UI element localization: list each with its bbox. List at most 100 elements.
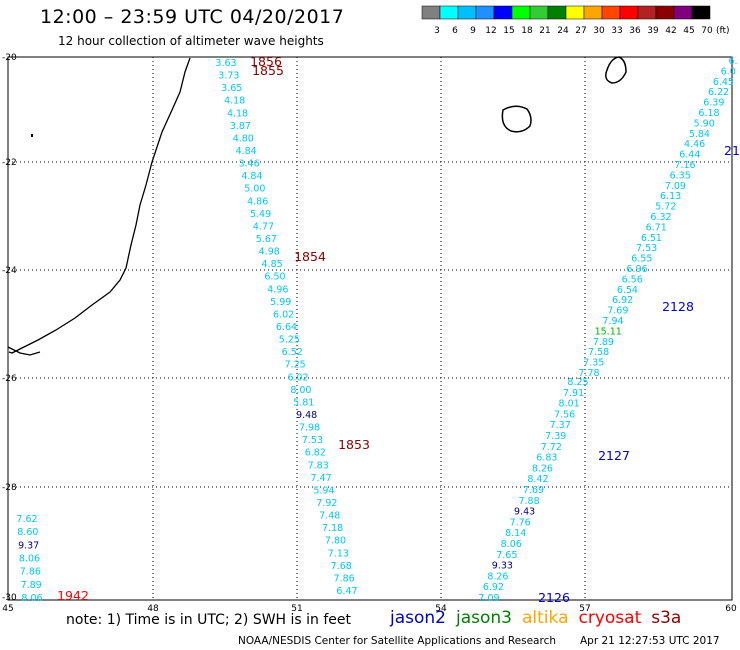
lat-label: -22: [2, 158, 17, 168]
track-2127-value: 7.56: [554, 409, 575, 420]
track-2127-value: 8.25: [567, 377, 588, 388]
track-1855-value: 4.85: [262, 259, 283, 270]
track-1942-value: 7.89: [21, 580, 42, 591]
track-id-label: 21: [724, 143, 740, 158]
track-2128-value: 5.72: [655, 202, 676, 213]
legend-label: 30: [593, 26, 605, 36]
track-2127-value: 8.26: [487, 571, 508, 582]
track-2128-value: 6.96: [626, 264, 647, 275]
track-1855-value: 4.80: [233, 133, 254, 144]
track-1855-value: 7.25: [285, 360, 306, 371]
track-2128-value: 6.39: [703, 98, 724, 109]
track-1855-value: 8.00: [290, 385, 311, 396]
track-1855-value: 5.25: [279, 335, 300, 346]
track-id-label: 1855: [252, 63, 284, 78]
track-2127-value: 9.43: [514, 507, 535, 518]
track-2128-value: 6.18: [698, 108, 719, 119]
track-1855-value: 4.18: [227, 108, 248, 119]
track-2128-value: 7.53: [636, 243, 657, 254]
track-1855-value: 5.49: [250, 209, 271, 220]
track-id-label: 1942: [57, 588, 89, 603]
legend-label: 18: [521, 26, 533, 36]
track-2127-value: 7.69: [523, 485, 544, 496]
track-1855-value: 4.77: [253, 221, 274, 232]
track-1855-value: 4.18: [224, 96, 245, 107]
lat-label: -20: [2, 53, 17, 63]
legend-label: 21: [539, 26, 550, 36]
track-2128-value: 7.16: [674, 160, 695, 171]
track-1855-value: 4.84: [236, 146, 257, 157]
legend-label: 45: [683, 26, 694, 36]
track-1942-value: 8.06: [19, 554, 40, 565]
legend-label: 24: [557, 26, 569, 36]
track-2128-value: 6.45: [713, 77, 734, 88]
track-2128-value: 6.0: [721, 66, 736, 77]
track-1855-value: 4.86: [247, 196, 268, 207]
track-2128-value: 7.58: [588, 347, 609, 358]
timestamp-text: Apr 21 12:27:53 UTC 2017: [580, 635, 720, 647]
track-1855-value: 4.96: [267, 284, 288, 295]
satellite-legend: jason2 jason3 altika cryosat s3a: [390, 608, 691, 628]
reunion-island: [501, 105, 532, 133]
track-id-label: 2126: [538, 590, 570, 605]
track-1942-value: 8.60: [17, 527, 38, 538]
legend-swatch: [691, 5, 711, 20]
legend-label: 70: [701, 26, 713, 36]
track-1855-value: 6.02: [287, 372, 308, 383]
satellite-s3a: s3a: [651, 608, 682, 628]
mauritius-island: [605, 56, 627, 84]
madagascar-coast-south: [7, 346, 41, 356]
track-2128-value: 4.46: [684, 139, 705, 150]
track-2127-value: 6.92: [483, 582, 504, 593]
track-1855-value: 6.64: [276, 322, 297, 333]
track-1855-value: 7.53: [302, 435, 323, 446]
track-1855-value: 3.63: [215, 58, 236, 69]
track-2128-value: 7.69: [607, 306, 628, 317]
legend-label: 15: [503, 26, 514, 36]
legend-label: 9: [470, 26, 476, 36]
track-2128-value: 6.56: [622, 274, 643, 285]
legend-label: 6: [452, 26, 458, 36]
track-2127-value: 6.83: [536, 453, 557, 464]
lon-label: 48: [147, 604, 159, 614]
units-note: note: 1) Time is in UTC; 2) SWH is in fe…: [66, 612, 352, 628]
track-id-label: 1856: [250, 54, 282, 69]
track-2127-value: 7.88: [518, 496, 539, 507]
track-2127-value: 7.65: [496, 550, 517, 561]
track-1855-value: 9.48: [296, 410, 317, 421]
track-1942-value: 7.62: [16, 514, 37, 525]
track-1855-value: 3.73: [218, 71, 239, 82]
track-2128-value: 7.94: [602, 316, 623, 327]
track-2128-value: 5.84: [689, 129, 710, 140]
track-1855-value: 3.46: [238, 159, 259, 170]
track-1855-value: 7.47: [310, 473, 331, 484]
track-2127-value: 8.42: [527, 474, 548, 485]
track-2128-value: 6.44: [679, 150, 700, 161]
track-2127-value: 9.33: [492, 561, 513, 572]
track-1855-value: 7.68: [331, 561, 352, 572]
track-1855-value: 7.92: [316, 498, 337, 509]
track-2127-value: 7.37: [550, 420, 571, 431]
legend-label: 33: [611, 26, 622, 36]
track-2127-value: 7.39: [545, 431, 566, 442]
track-2128-value: 6.51: [641, 233, 662, 244]
track-2127-value: 8.14: [505, 528, 526, 539]
legend-label: 27: [575, 26, 586, 36]
track-1855-value: 3.87: [230, 121, 251, 132]
credit-text: NOAA/NESDIS Center for Satellite Applica…: [238, 635, 556, 647]
islet: [31, 134, 33, 137]
track-1855-value: 7.83: [308, 460, 329, 471]
track-2128-value: 6.54: [617, 285, 638, 296]
track-id-label: 2128: [662, 299, 694, 314]
lon-label: 45: [2, 604, 13, 614]
lat-label: -30: [2, 593, 17, 603]
legend-unit: (ft): [716, 26, 730, 36]
track-1855-value: 4.98: [259, 247, 280, 258]
track-1855-value: 7.86: [334, 573, 355, 584]
track-1855-value: 6.52: [282, 347, 303, 358]
map-title: 12:00 – 23:59 UTC 04/20/2017: [40, 6, 345, 28]
track-id-label: 2127: [598, 448, 630, 463]
satellite-jason2: jason2: [390, 608, 446, 628]
legend-label: 3: [434, 26, 440, 36]
